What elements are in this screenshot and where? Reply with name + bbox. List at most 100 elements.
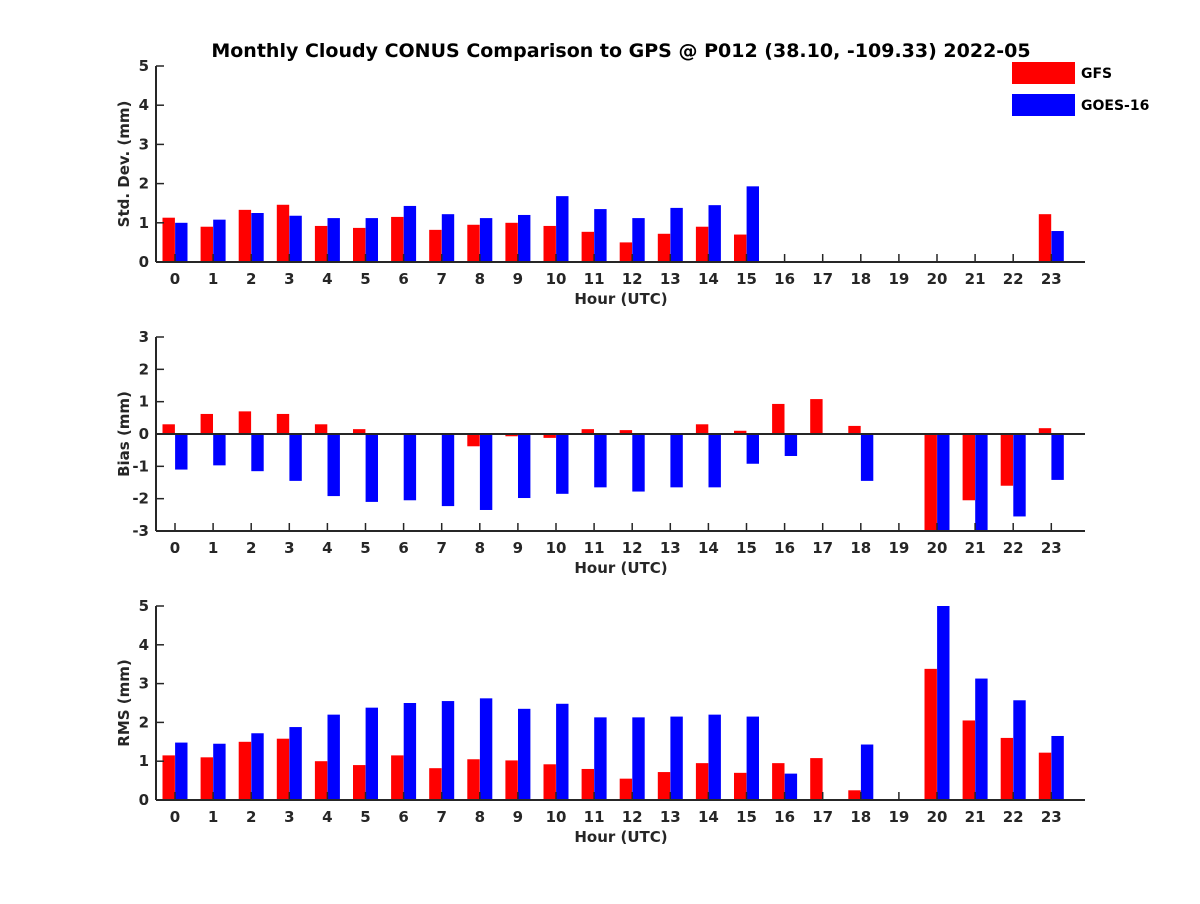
bar-gfs-23	[1038, 428, 1052, 434]
x-axis-label: Hour (UTC)	[574, 828, 667, 846]
bar-goes16-18	[860, 434, 874, 481]
bar-goes16-22	[1013, 700, 1026, 800]
bar-gfs-7	[429, 768, 442, 800]
bar-goes16-16	[784, 773, 798, 800]
bar-goes16-7	[441, 701, 455, 800]
x-tick-label: 4	[322, 808, 332, 826]
y-tick-label: 5	[139, 57, 149, 75]
x-tick-label: 2	[246, 270, 256, 288]
x-tick-label: 8	[475, 270, 485, 288]
bar-gfs-0	[162, 424, 175, 434]
x-tick-label: 5	[360, 270, 370, 288]
x-tick-label: 16	[774, 270, 795, 288]
bar-goes16-5	[365, 707, 378, 800]
x-tick-label: 18	[850, 808, 871, 826]
bar-gfs-11	[581, 231, 594, 262]
bar-gfs-12	[619, 430, 633, 434]
x-tick-label: 10	[546, 808, 567, 826]
bar-gfs-4	[314, 424, 328, 434]
bar-goes16-10	[556, 434, 569, 494]
bar-goes16-8	[479, 698, 493, 800]
bar-gfs-20	[924, 668, 937, 800]
y-tick-label: 5	[139, 597, 149, 615]
bar-goes16-6	[403, 703, 417, 800]
x-tick-label: 15	[736, 808, 757, 826]
bar-gfs-10	[543, 764, 556, 800]
x-tick-label: 12	[622, 808, 643, 826]
y-axis-label: Bias (mm)	[115, 391, 133, 477]
x-tick-label: 8	[475, 539, 485, 557]
x-tick-label: 5	[360, 808, 370, 826]
bar-gfs-12	[619, 242, 633, 262]
bar-gfs-10	[543, 225, 556, 262]
y-tick-label: 4	[139, 96, 149, 114]
bar-gfs-23	[1038, 214, 1052, 262]
bar-goes16-9	[518, 214, 531, 262]
x-tick-label: 2	[246, 808, 256, 826]
x-tick-label: 6	[398, 808, 408, 826]
x-tick-label: 6	[398, 539, 408, 557]
x-tick-label: 19	[888, 270, 909, 288]
bar-gfs-15	[734, 772, 747, 800]
bar-gfs-22	[1000, 434, 1014, 486]
bar-gfs-8	[467, 434, 480, 447]
x-tick-label: 1	[208, 270, 218, 288]
bar-goes16-11	[594, 209, 607, 262]
bar-gfs-14	[695, 424, 709, 434]
bar-gfs-1	[200, 226, 213, 262]
bar-goes16-22	[1013, 434, 1026, 517]
bar-goes16-3	[289, 727, 302, 800]
bar-goes16-23	[1051, 231, 1064, 262]
bar-goes16-13	[670, 207, 683, 262]
bar-goes16-1	[213, 434, 226, 466]
bar-gfs-18	[848, 790, 861, 800]
x-tick-label: 13	[660, 539, 681, 557]
x-tick-label: 7	[436, 808, 446, 826]
y-tick-label: -1	[132, 457, 149, 475]
y-tick-label: 3	[139, 328, 149, 346]
legend: GFS GOES-16	[1012, 62, 1149, 116]
legend-label-1: GOES-16	[1081, 98, 1149, 114]
bar-gfs-0	[162, 755, 175, 800]
bar-goes16-2	[251, 733, 264, 800]
x-tick-label: 6	[398, 270, 408, 288]
bar-goes16-6	[403, 434, 417, 501]
bar-goes16-11	[594, 717, 607, 800]
bar-goes16-4	[327, 714, 340, 800]
bar-gfs-0	[162, 217, 175, 262]
x-tick-label: 23	[1041, 270, 1062, 288]
x-tick-label: 4	[322, 270, 332, 288]
x-tick-label: 17	[812, 808, 833, 826]
bar-gfs-15	[734, 430, 747, 434]
bar-goes16-10	[556, 196, 569, 262]
x-tick-label: 10	[546, 539, 567, 557]
y-tick-label: 1	[139, 752, 149, 770]
x-tick-label: 0	[170, 270, 180, 288]
x-tick-label: 22	[1003, 539, 1024, 557]
bar-gfs-16	[772, 403, 785, 434]
y-tick-label: 2	[139, 360, 149, 378]
bar-gfs-13	[657, 233, 671, 262]
bar-gfs-3	[276, 204, 290, 262]
bar-gfs-5	[353, 765, 366, 800]
bar-gfs-16	[772, 763, 785, 800]
bar-gfs-5	[353, 227, 366, 262]
bar-goes16-12	[632, 434, 645, 492]
y-tick-label: 2	[139, 175, 149, 193]
bar-goes16-11	[594, 434, 607, 488]
x-tick-label: 2	[246, 539, 256, 557]
y-tick-label: 1	[139, 393, 149, 411]
x-tick-label: 21	[965, 808, 986, 826]
bar-goes16-4	[327, 434, 340, 497]
y-tick-label: 2	[139, 713, 149, 731]
bar-goes16-4	[327, 218, 340, 262]
bar-goes16-2	[251, 434, 264, 472]
bar-gfs-23	[1038, 752, 1052, 800]
bar-gfs-4	[314, 761, 328, 800]
x-tick-label: 11	[584, 808, 605, 826]
bar-gfs-2	[238, 741, 252, 800]
x-tick-label: 3	[284, 539, 294, 557]
x-tick-label: 16	[774, 539, 795, 557]
bar-goes16-23	[1051, 434, 1064, 480]
